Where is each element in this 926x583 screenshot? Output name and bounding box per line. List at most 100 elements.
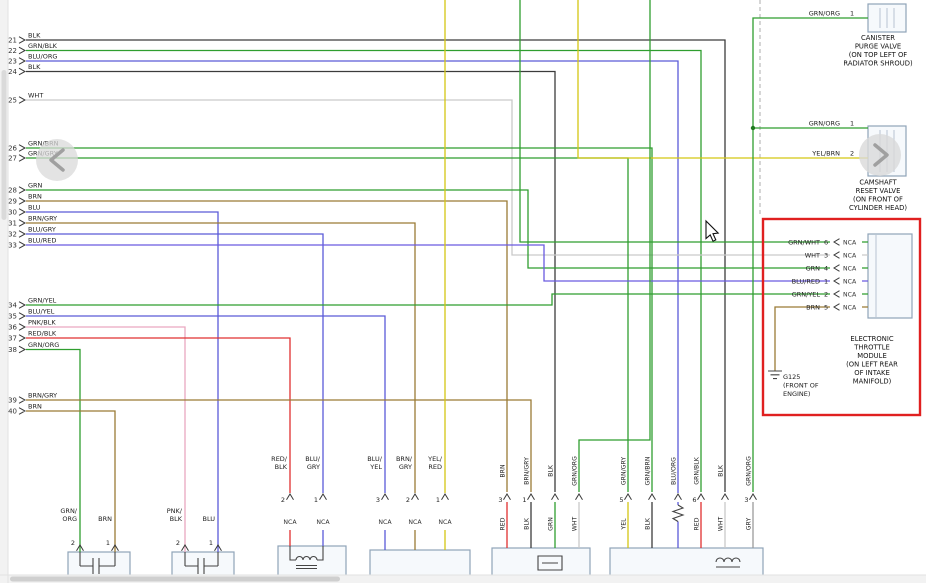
wire-yel-brn-top — [577, 0, 868, 159]
pin-number: 36 — [8, 324, 17, 332]
wire-34-grn-yel — [26, 293, 868, 306]
pin-number: 39 — [8, 397, 17, 405]
wire-label: YEL/BRN — [811, 150, 840, 158]
wire-40-brn — [26, 410, 116, 552]
ground-location: ENGINE) — [783, 390, 810, 398]
pin-number: 1 — [522, 496, 526, 504]
wire-label: BRN — [806, 304, 820, 312]
wire-25-wht — [26, 99, 868, 256]
wire-label: BLK — [170, 515, 183, 523]
component-caption: CANISTER — [861, 34, 895, 42]
wire-label: BLU/GRY — [28, 226, 56, 234]
vertical-scrollbar-track[interactable] — [0, 0, 8, 583]
component-caption: ELECTRONIC — [850, 335, 893, 343]
connector-label: NCA — [438, 519, 452, 526]
nav-previous-button[interactable] — [36, 139, 78, 181]
mouse-cursor-icon — [705, 219, 720, 242]
pin-number: 6 — [692, 496, 696, 504]
wire-label: GRN/ — [60, 507, 77, 515]
pin-number: 1 — [106, 539, 110, 547]
wire-label: RED — [500, 517, 507, 530]
wire-label: BLK — [275, 463, 288, 471]
wire-label: BLK — [645, 517, 652, 530]
pin-number: 25 — [8, 97, 17, 105]
wire-junction-dot — [750, 125, 756, 131]
nav-previous-circle[interactable] — [36, 139, 78, 181]
solenoid-icon-2 — [184, 552, 219, 574]
pin-number: 29 — [8, 198, 17, 206]
wire-label: BRN — [28, 403, 42, 411]
switch-icon-5 — [537, 555, 563, 571]
nav-next-circle[interactable] — [859, 134, 901, 176]
wire-label: GRN/WHT — [788, 239, 820, 247]
wire-38-grn-org — [26, 348, 81, 552]
component-caption: PURGE VALVE — [855, 43, 901, 51]
connector-label: NCA — [843, 240, 857, 247]
wire-29-brn — [26, 200, 508, 492]
wire-label: BLU/RED — [792, 278, 820, 286]
pin-number: 2 — [406, 496, 410, 504]
bottom-connector-chevron-marks — [76, 493, 757, 552]
pin-number: 23 — [8, 58, 17, 66]
wire-label: BRN/ — [396, 455, 413, 463]
connector-label: NCA — [843, 292, 857, 299]
pin-number: 32 — [8, 231, 17, 239]
left-connector-chevron-marks — [18, 36, 27, 415]
component-caption: RESET VALVE — [856, 187, 901, 195]
wire-21-blk — [26, 39, 726, 492]
wire-label: YEL/ — [427, 455, 443, 463]
pin-number: 33 — [8, 242, 17, 250]
horizontal-scrollbar-thumb[interactable] — [10, 576, 340, 582]
wire-label: GRN/YEL — [792, 291, 821, 299]
wire-label: GRN/ORG — [809, 120, 840, 128]
wire-label: BLU/YEL — [28, 308, 55, 316]
connector-label: NCA — [283, 519, 297, 526]
pin-number: 1 — [314, 496, 318, 504]
canister-valve-detail — [879, 8, 895, 28]
wire-23-blu-org — [26, 60, 679, 548]
pin-number: 30 — [8, 209, 17, 217]
pin-number: 1 — [209, 539, 213, 547]
component-caption: (ON FRONT OF — [853, 196, 903, 204]
wire-label: GRY — [307, 463, 320, 471]
wire-label: PNK/ — [167, 507, 183, 515]
wire-label: GRY — [746, 518, 753, 531]
wire-30-blu — [26, 211, 219, 552]
wire-label: BLK — [28, 63, 41, 71]
wire-label: GRN/YEL — [28, 297, 57, 305]
wire-label: BRN/GRY — [28, 215, 57, 223]
wire-label: GRN/GRY — [621, 457, 628, 486]
wire-grn-org-valves — [752, 17, 868, 492]
component-caption: THROTTLE — [853, 344, 890, 352]
wire-label: WHT — [28, 92, 43, 100]
pin-number: 6 — [824, 239, 828, 247]
wire-label: BRN/GRY — [28, 392, 57, 400]
connector-label: NCA — [378, 519, 392, 526]
component-caption: CAMSHAFT — [859, 179, 897, 187]
wire-label: RED — [428, 463, 442, 471]
wire-label: GRN/ORG — [809, 10, 840, 18]
vertical-scrollbar-thumb[interactable] — [1, 70, 7, 220]
ground-icon — [768, 370, 782, 380]
wire-28-grn — [26, 189, 868, 269]
nav-next-button[interactable] — [859, 134, 901, 176]
pin-number: 3 — [376, 496, 380, 504]
wire-label: GRN/ORG — [28, 341, 59, 349]
pin-number: 4 — [824, 265, 828, 273]
connector-label: NCA — [316, 519, 330, 526]
wire-26-grn-brn — [26, 147, 653, 492]
ground-location: (FRONT OF — [783, 382, 819, 390]
wire-label: ORG — [62, 515, 77, 523]
wire-label: GRY — [399, 463, 412, 471]
wire-label: BLU/ — [305, 455, 321, 463]
pin-number: 26 — [8, 145, 17, 153]
wire-label: BRN — [28, 193, 42, 201]
horizontal-scrollbar-track[interactable] — [0, 575, 926, 583]
wire-label: GRN/ORG — [746, 456, 753, 486]
solenoid-icon-1 — [79, 552, 116, 574]
wire-label: RED — [694, 517, 701, 530]
wire-grn-org-top-a — [578, 0, 651, 492]
pin-number: 27 — [8, 155, 17, 163]
